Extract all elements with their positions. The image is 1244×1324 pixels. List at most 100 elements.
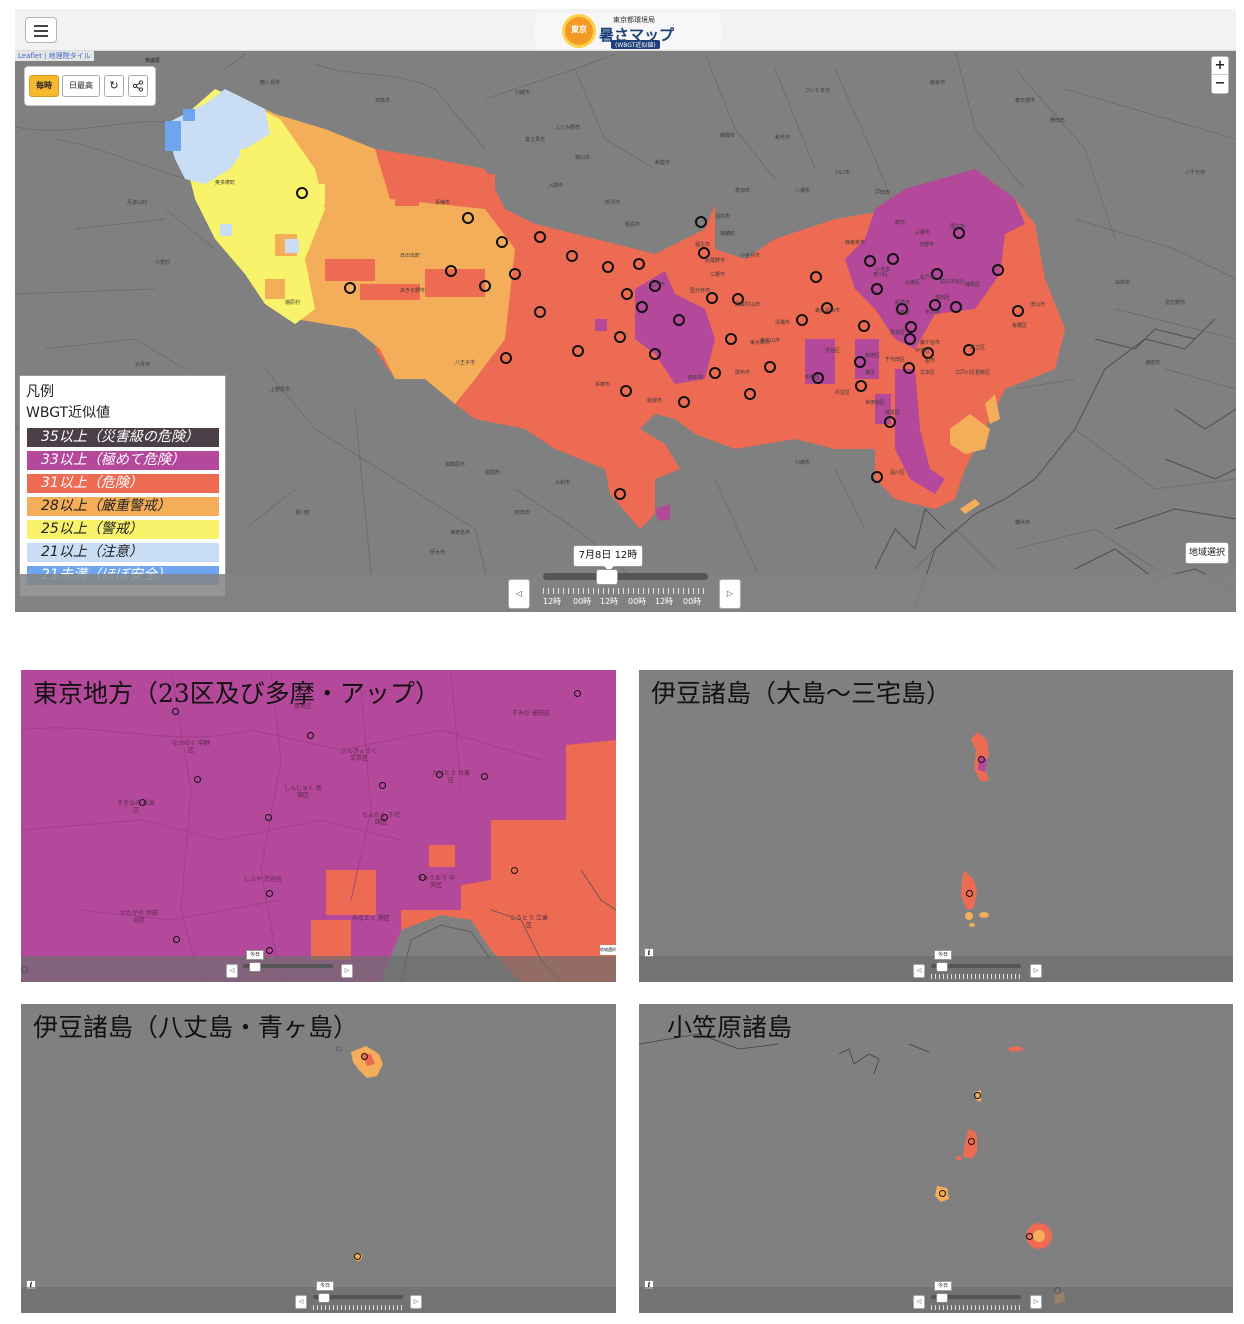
- daily-max-button[interactable]: 日最高: [62, 75, 100, 97]
- place-label: 武蔵村山市: [735, 302, 761, 308]
- map-attribution[interactable]: Leaflet | 地理院タイル: [15, 51, 94, 61]
- panel-next-button[interactable]: ▷: [1030, 1295, 1042, 1309]
- station-marker[interactable]: [194, 776, 201, 783]
- panel-prev-button[interactable]: ◁: [913, 1295, 925, 1309]
- panel-slider-handle[interactable]: [936, 962, 948, 972]
- place-label: 八王子市: [455, 360, 476, 366]
- panel-slider-handle[interactable]: [249, 962, 261, 972]
- prev-time-button[interactable]: ◁: [508, 579, 530, 609]
- station-marker[interactable]: [968, 1138, 975, 1145]
- place-label: 豊島区: [890, 330, 906, 336]
- place-label: 西東京市: [845, 240, 866, 246]
- time-tick-label: 12時: [655, 597, 674, 606]
- panel-ogasawara-map[interactable]: [639, 1004, 1233, 1313]
- station-marker[interactable]: [266, 947, 273, 954]
- top-bar: 東京 東京都環境局 暑さマップ (WBGT近似値): [15, 9, 1236, 51]
- next-arrow-icon: ▷: [726, 589, 734, 598]
- station-marker[interactable]: [419, 874, 426, 881]
- panel-next-button[interactable]: ▷: [410, 1295, 422, 1309]
- place-label: 横浜市: [1015, 520, 1031, 526]
- time-tick-label: 12時: [543, 597, 562, 606]
- menu-icon: [34, 30, 48, 32]
- place-label: 品川区: [890, 470, 906, 476]
- place-label: 足立区: [970, 345, 986, 351]
- panel-title: 小笠原諸島: [667, 1013, 793, 1042]
- station-marker[interactable]: [361, 1053, 368, 1060]
- zoom-out-button[interactable]: −: [1214, 76, 1226, 91]
- place-label: 鶴ヶ島市: [260, 80, 281, 86]
- place-label: 杉並区: [835, 390, 851, 396]
- refresh-button[interactable]: ↻: [104, 75, 124, 97]
- panel-izu-north: 伊豆諸島（大島～三宅島） i ◁ 今日 ▷: [639, 670, 1233, 982]
- ward-label: なかのく 中野区: [172, 740, 210, 754]
- hourly-button[interactable]: 毎時: [29, 75, 59, 97]
- panel-prev-button[interactable]: ◁: [913, 964, 925, 978]
- panel-slider-handle[interactable]: [318, 1293, 330, 1303]
- panel-ticks: [931, 974, 1021, 979]
- place-label: 目黒区: [885, 410, 901, 416]
- station-marker[interactable]: [939, 1190, 946, 1197]
- panel-slider-track[interactable]: [931, 1295, 1021, 1299]
- station-marker[interactable]: [307, 732, 314, 739]
- hamburger-menu-button[interactable]: [25, 17, 57, 43]
- station-marker[interactable]: [354, 1253, 361, 1260]
- place-label: 調布市: [735, 370, 751, 376]
- panel-izu-south-map[interactable]: [21, 1004, 616, 1313]
- station-marker[interactable]: [139, 799, 146, 806]
- place-label: 瑞穂町: [720, 231, 736, 237]
- menu-icon: [34, 25, 48, 27]
- panel-slider-track[interactable]: [931, 964, 1021, 968]
- place-label: 厚木市: [430, 550, 446, 556]
- station-marker[interactable]: [266, 890, 273, 897]
- panel-izu-north-map[interactable]: [639, 670, 1233, 982]
- place-label: 荒川区: [873, 272, 889, 278]
- panel-slider-track[interactable]: [313, 1295, 403, 1299]
- sun-logo-icon: 東京: [565, 17, 593, 45]
- panel-prev-button[interactable]: ◁: [295, 1295, 307, 1309]
- place-label: 海老名市: [450, 530, 471, 536]
- zoom-in-button[interactable]: +: [1212, 57, 1228, 75]
- place-label: 草加市: [735, 188, 751, 194]
- station-marker[interactable]: [978, 756, 985, 763]
- place-label: さいたま市: [805, 88, 830, 94]
- coastline: [874, 318, 1236, 610]
- station-marker[interactable]: [974, 1092, 981, 1099]
- time-slider-handle[interactable]: [596, 569, 618, 585]
- place-label: 春日部市: [1015, 98, 1036, 104]
- legend-rows: 35以上（災害級の危険） 33以上（極めて危険） 31以上（危険） 28以上（厳重警戒…: [26, 428, 219, 585]
- panel-region-button[interactable]: 地域選択: [600, 945, 616, 955]
- panel-slider-track[interactable]: [243, 964, 333, 968]
- place-label: 千代田区: [885, 357, 906, 363]
- station-marker[interactable]: [966, 890, 973, 897]
- panel-next-button[interactable]: ▷: [1030, 964, 1042, 978]
- place-label: 羽村市: [715, 214, 731, 220]
- panel-prev-button[interactable]: ◁: [226, 964, 238, 978]
- station-marker[interactable]: [574, 690, 581, 697]
- legend-item: 31以上（危険）: [27, 474, 219, 493]
- station-marker[interactable]: [511, 867, 518, 874]
- heat-map-app: 熊谷市 鶴ヶ島市 日高市 川越市 さいたま市 越谷市 春日部市 野田市 ふじみ野市 富士見市 狭山市…: [15, 9, 1236, 612]
- legend-item: 33以上（極めて危険）: [27, 451, 219, 470]
- place-label: 浦安市: [1145, 360, 1161, 366]
- panel-next-button[interactable]: ▷: [341, 964, 353, 978]
- panel-timeline-strip: [21, 956, 616, 982]
- station-marker[interactable]: [172, 708, 179, 715]
- time-slider-track[interactable]: [543, 573, 708, 580]
- station-marker[interactable]: [1026, 1233, 1033, 1240]
- place-label: ふじみ野市: [555, 125, 581, 131]
- station-marker[interactable]: [381, 814, 388, 821]
- place-label: 市川市: [925, 310, 941, 316]
- panel-slider-handle[interactable]: [936, 1293, 948, 1303]
- place-label: 日の出町: [400, 253, 421, 259]
- station-marker[interactable]: [481, 773, 488, 780]
- station-marker[interactable]: [436, 771, 443, 778]
- station-marker[interactable]: [379, 782, 386, 789]
- station-markers[interactable]: [296, 187, 1024, 500]
- region-select-button[interactable]: 地域選択: [1185, 542, 1229, 564]
- station-marker[interactable]: [173, 936, 180, 943]
- station-marker[interactable]: [265, 814, 272, 821]
- share-button[interactable]: [128, 75, 148, 97]
- legend: 凡例 WBGT近似値 35以上（災害級の危険） 33以上（極めて危険） 31以上（危…: [19, 375, 226, 597]
- next-time-button[interactable]: ▷: [719, 579, 741, 609]
- place-label: 和光市: [775, 135, 791, 141]
